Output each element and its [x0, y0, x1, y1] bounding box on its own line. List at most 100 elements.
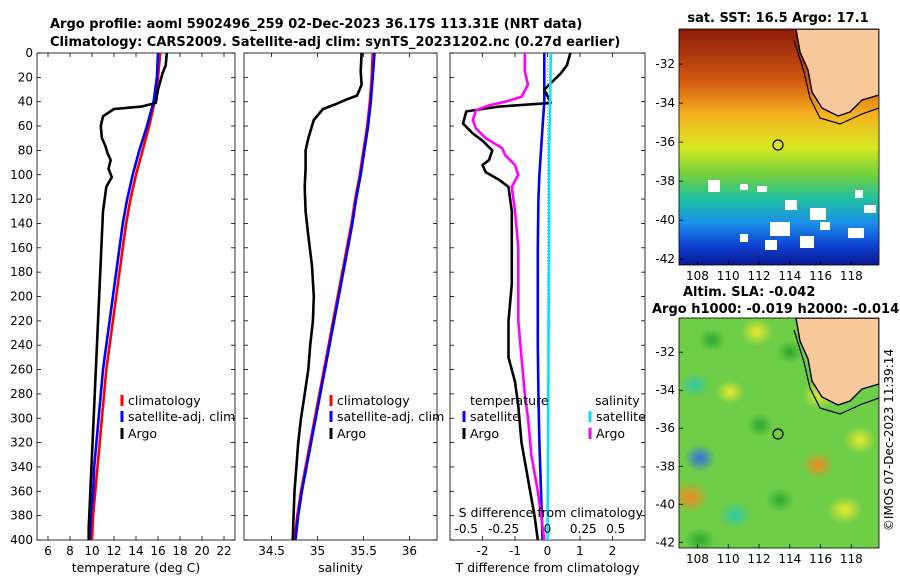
temperature-panel: 0 20 40 60 80 100 120 140 160 180 200 220 240 260 280 3…: [10, 46, 236, 575]
plot-frame: [36, 52, 236, 541]
sst-argo-marker: [772, 139, 784, 151]
legend-label-t-argo: Argo: [470, 426, 499, 441]
map-x-tick-label: 116: [809, 552, 832, 566]
y-tick-label: 280: [10, 387, 33, 401]
sst-land: [795, 29, 879, 117]
series-line-satellite: [88, 52, 160, 541]
legend-label-t-satellite: satellite: [470, 409, 520, 424]
secondary-tick-label: -0.25: [488, 522, 519, 536]
y-tick-label: 400: [10, 533, 33, 547]
y-tick-label: 200: [10, 290, 33, 304]
map-x-tick-label: 114: [778, 269, 801, 283]
series-line-satellite: [294, 52, 376, 541]
salinity-legend: climatology satellite-adj. clim Argo: [329, 393, 444, 441]
profile-title: Argo profile: aoml 5902496_259 02-Dec-20…: [50, 17, 582, 32]
sst-axes: 108 110 112 114 116 118 -32 -34 -36 -38 -40 -42: [655, 57, 862, 283]
imos-watermark: ©IMOS 07-Dec-2023 11:39:14: [882, 349, 896, 531]
map-x-tick-label: 116: [809, 269, 832, 283]
legend-label-climatology: climatology: [337, 393, 410, 408]
x-tick-label: 10: [84, 544, 99, 558]
y-tick-label: 40: [18, 95, 33, 109]
x-tick-label: 2: [609, 544, 617, 558]
map-y-tick-label: -32: [655, 57, 675, 71]
x-tick-label: 0: [544, 544, 552, 558]
x-tick-label: 16: [150, 544, 165, 558]
secondary-tick-label: 0: [544, 522, 552, 536]
sst-map: [679, 29, 879, 265]
map-y-tick-label: -40: [655, 497, 675, 511]
x-tick-label: 8: [66, 544, 74, 558]
map-x-tick-label: 108: [686, 269, 709, 283]
y-tick-label: 160: [10, 241, 33, 255]
legend-label-s-satellite: satellite: [596, 409, 646, 424]
climatology-title: Climatology: CARS2009. Satellite-adj cli…: [50, 35, 620, 50]
map-y-tick-label: -38: [655, 459, 675, 473]
salinity-panel: 34.5 35 35.5 36 salinity: [243, 52, 438, 575]
x-tick-label: 36: [402, 544, 417, 558]
y-tick-label: 340: [10, 460, 33, 474]
legend-label-argo: Argo: [128, 426, 157, 441]
sst-frame: [678, 28, 880, 266]
map-x-tick-label: 110: [717, 269, 740, 283]
y-tick-label: 260: [10, 363, 33, 377]
map-x-tick-label: 112: [748, 269, 771, 283]
map-y-tick-label: -40: [655, 213, 675, 227]
y-tick-label: 0: [25, 46, 33, 60]
y-tick-label: 20: [18, 70, 33, 84]
x-tick-label: 22: [216, 544, 231, 558]
map-y-tick-label: -38: [655, 174, 675, 188]
map-y-tick-label: -42: [655, 535, 675, 549]
sla-argo-marker: [772, 428, 784, 440]
map-x-tick-label: 114: [778, 552, 801, 566]
x-tick-label: 35: [310, 544, 325, 558]
y-tick-label: 100: [10, 168, 33, 182]
argo-height-title: Argo h1000: -0.019 h2000: -0.014: [652, 302, 899, 317]
y-tick-label: 240: [10, 338, 33, 352]
map-y-tick-label: -34: [655, 383, 675, 397]
x-tick-label: 18: [172, 544, 187, 558]
y-tick-label: 180: [10, 265, 33, 279]
y-tick-label: 120: [10, 192, 33, 206]
map-y-tick-label: -32: [655, 345, 675, 359]
legend-label-s-argo: Argo: [596, 426, 625, 441]
series-line-salinity-satellite: [546, 52, 553, 541]
x-tick-label: 14: [128, 544, 143, 558]
map-y-tick-label: -36: [655, 135, 675, 149]
y-tick-label: 380: [10, 509, 33, 523]
y-tick-label: 360: [10, 484, 33, 498]
x-tick-label: 34.5: [258, 544, 285, 558]
sla-frame: [678, 317, 880, 549]
map-x-tick-label: 112: [748, 552, 771, 566]
sst-contour: [793, 39, 879, 125]
secondary-axis-label: S difference from climatology: [459, 505, 644, 520]
legend-label-argo: Argo: [337, 426, 366, 441]
y-tick-label: 320: [10, 436, 33, 450]
series-line-salinity-argo: [471, 53, 546, 541]
secondary-tick-label: -0.5: [455, 522, 478, 536]
series-line-temperature-argo: [461, 52, 572, 541]
sla-map: [679, 318, 879, 548]
x-tick-label: 12: [106, 544, 121, 558]
map-x-tick-label: 118: [840, 269, 863, 283]
map-x-tick-label: 110: [717, 552, 740, 566]
sst-title: sat. SST: 16.5 Argo: 17.1: [687, 11, 868, 26]
x-axis-label: temperature (deg C): [72, 560, 201, 575]
legend-label-satellite: satellite-adj. clim: [128, 409, 235, 424]
legend-label-satellite: satellite-adj. clim: [337, 409, 444, 424]
x-tick-label: 1: [576, 544, 584, 558]
sla-axes: 108 110 112 114 116 118 -32 -34 -36 -38 -40 -42: [655, 345, 862, 566]
map-x-tick-label: 108: [686, 552, 709, 566]
difference-legend: temperature satellite Argo salinity sate…: [462, 393, 646, 441]
x-tick-label: -1: [509, 544, 521, 558]
secondary-tick-label: 0.5: [606, 522, 625, 536]
y-tick-label: 220: [10, 314, 33, 328]
y-tick-label: 300: [10, 411, 33, 425]
series-line-argo: [87, 52, 169, 540]
map-y-tick-label: -34: [655, 96, 675, 110]
legend-header-temperature: temperature: [470, 393, 549, 408]
difference-panel: -2 -1 0 1 2 T difference from climatology S di…: [449, 52, 646, 575]
map-x-tick-label: 118: [840, 552, 863, 566]
sla-contour: [793, 329, 879, 415]
sla-title: Altim. SLA: -0.042: [683, 285, 815, 300]
